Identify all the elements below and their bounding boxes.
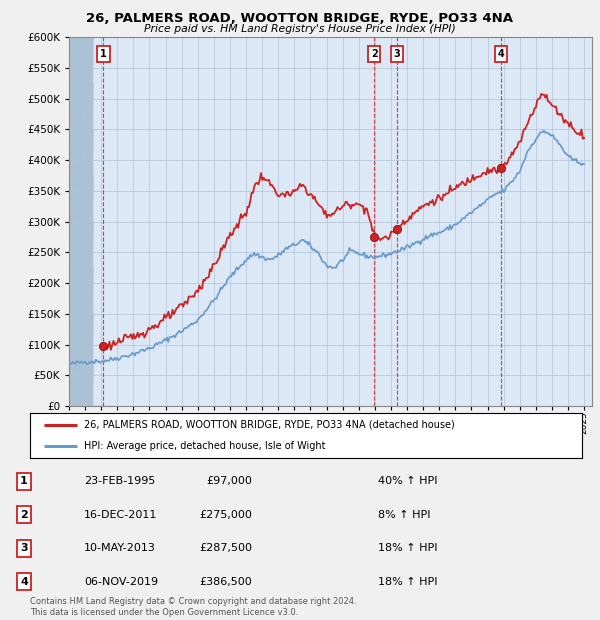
Text: £287,500: £287,500 <box>199 543 252 553</box>
Text: Price paid vs. HM Land Registry's House Price Index (HPI): Price paid vs. HM Land Registry's House … <box>144 24 456 33</box>
Text: 26, PALMERS ROAD, WOOTTON BRIDGE, RYDE, PO33 4NA (detached house): 26, PALMERS ROAD, WOOTTON BRIDGE, RYDE, … <box>84 420 455 430</box>
Text: £275,000: £275,000 <box>199 510 252 520</box>
Text: 1: 1 <box>100 49 107 59</box>
Text: 23-FEB-1995: 23-FEB-1995 <box>84 476 155 486</box>
Text: 4: 4 <box>498 49 505 59</box>
Text: HPI: Average price, detached house, Isle of Wight: HPI: Average price, detached house, Isle… <box>84 440 326 451</box>
Text: 18% ↑ HPI: 18% ↑ HPI <box>378 543 437 553</box>
Text: £386,500: £386,500 <box>199 577 252 587</box>
Text: 16-DEC-2011: 16-DEC-2011 <box>84 510 157 520</box>
Text: 3: 3 <box>20 543 28 553</box>
Text: 18% ↑ HPI: 18% ↑ HPI <box>378 577 437 587</box>
Text: 3: 3 <box>394 49 400 59</box>
Text: 2: 2 <box>371 49 377 59</box>
Text: 10-MAY-2013: 10-MAY-2013 <box>84 543 156 553</box>
Text: 40% ↑ HPI: 40% ↑ HPI <box>378 476 437 486</box>
Text: 8% ↑ HPI: 8% ↑ HPI <box>378 510 431 520</box>
Text: 4: 4 <box>20 577 28 587</box>
Text: 06-NOV-2019: 06-NOV-2019 <box>84 577 158 587</box>
Text: 26, PALMERS ROAD, WOOTTON BRIDGE, RYDE, PO33 4NA: 26, PALMERS ROAD, WOOTTON BRIDGE, RYDE, … <box>86 12 514 25</box>
Text: 2: 2 <box>20 510 28 520</box>
Text: Contains HM Land Registry data © Crown copyright and database right 2024.
This d: Contains HM Land Registry data © Crown c… <box>30 598 356 617</box>
Text: £97,000: £97,000 <box>206 476 252 486</box>
Text: 1: 1 <box>20 476 28 486</box>
